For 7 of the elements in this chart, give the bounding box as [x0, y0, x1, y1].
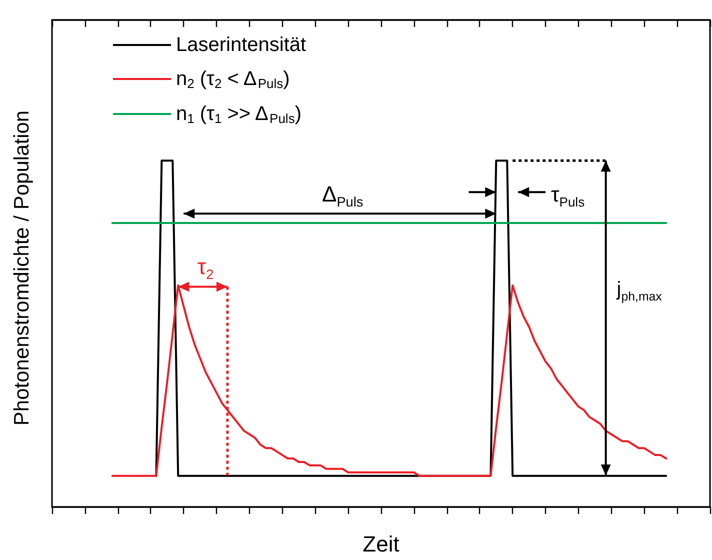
x-axis-title: Zeit [362, 532, 400, 556]
annotation: Δ$_{Puls}$ [322, 181, 364, 210]
y-axis-title: Photonenstromdichte / Population [10, 110, 34, 426]
legend-label: Laserintensität [176, 34, 307, 56]
annotation: τ$_{Puls}$ [550, 182, 586, 210]
annotation: j$_{ph,max}$ [616, 278, 663, 304]
annotation: τ$_{2}$ [197, 254, 214, 282]
